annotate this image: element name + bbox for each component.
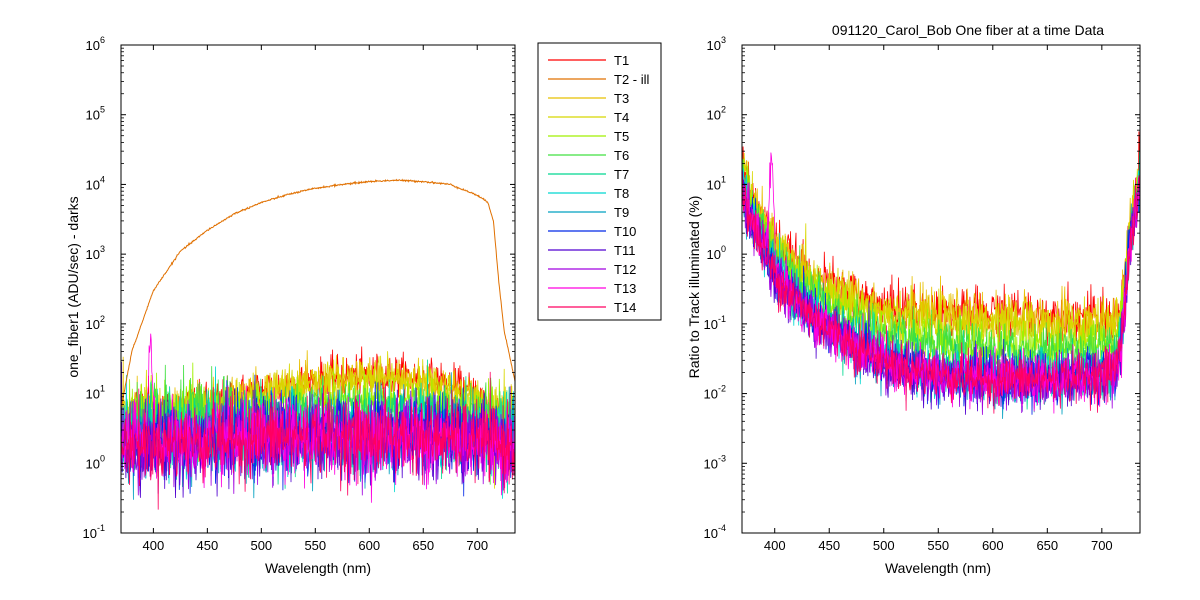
plot-0-axes-box — [120, 44, 516, 534]
left-x-axis-label: Wavelength (nm) — [265, 560, 371, 576]
x-tick-label: 400 — [143, 538, 165, 553]
legend-label: T5 — [614, 129, 629, 144]
x-tick-label: 650 — [1036, 538, 1058, 553]
right-y-axis-label: Ratio to Track illuminated (%) — [686, 196, 702, 379]
legend-label: T12 — [614, 262, 636, 277]
x-tick-label: 600 — [982, 538, 1004, 553]
y-tick-label: 106 — [86, 35, 105, 53]
legend-label: T10 — [614, 224, 636, 239]
y-tick-label: 100 — [86, 453, 105, 471]
legend-label: T7 — [614, 167, 629, 182]
x-tick-label: 550 — [927, 538, 949, 553]
legend-label: T11 — [614, 243, 635, 258]
x-tick-label: 700 — [466, 538, 488, 553]
x-tick-label: 600 — [358, 538, 380, 553]
y-tick-label: 103 — [707, 35, 726, 53]
series-line-t2---ill — [121, 178, 515, 409]
y-tick-label: 10-2 — [704, 384, 726, 402]
y-tick-label: 10-1 — [704, 314, 726, 332]
legend-label: T3 — [614, 91, 629, 106]
x-tick-label: 500 — [873, 538, 895, 553]
legend-label: T9 — [614, 205, 629, 220]
left-plot: Wavelength (nm) one_fiber1 (ADU/sec) - d… — [65, 35, 516, 576]
legend-box — [537, 42, 662, 321]
plot-1-axes-box — [741, 44, 1141, 534]
y-tick-label: 101 — [86, 384, 105, 402]
y-tick-label: 10-4 — [704, 523, 726, 541]
legend-label: T6 — [614, 148, 629, 163]
plot-1-data-area — [742, 131, 1140, 419]
y-tick-label: 100 — [707, 244, 726, 262]
x-tick-label: 400 — [764, 538, 786, 553]
x-tick-label: 700 — [1091, 538, 1113, 553]
y-tick-label: 103 — [86, 244, 105, 262]
legend: T1 T2 - ill T3 T4 T5 T6 T7 T8 T9 T10 T11 T12 T13 T14 — [537, 42, 662, 321]
x-tick-label: 650 — [412, 538, 434, 553]
right-plot-title: 091120_Carol_Bob One fiber at a time Dat… — [832, 22, 1104, 38]
legend-label: T4 — [614, 110, 629, 125]
x-tick-label: 450 — [197, 538, 219, 553]
legend-label: T8 — [614, 186, 629, 201]
right-x-axis-label: Wavelength (nm) — [885, 560, 991, 576]
y-tick-label: 102 — [86, 314, 105, 332]
legend-label: T1 — [614, 53, 629, 68]
y-tick-label: 101 — [707, 174, 726, 192]
series-line-t14 — [742, 175, 1140, 414]
x-tick-label: 550 — [304, 538, 326, 553]
plot-0-data-area — [121, 178, 515, 510]
legend-label: T13 — [614, 281, 636, 296]
legend-label: T2 - ill — [614, 72, 650, 87]
y-tick-label: 102 — [707, 105, 726, 123]
series-line-t14 — [121, 371, 515, 510]
x-tick-label: 500 — [250, 538, 272, 553]
y-tick-label: 105 — [86, 105, 105, 123]
left-y-axis-label: one_fiber1 (ADU/sec) - darks — [65, 196, 81, 377]
y-tick-label: 10-3 — [704, 453, 726, 471]
x-tick-label: 450 — [818, 538, 840, 553]
y-tick-label: 104 — [86, 174, 105, 192]
y-tick-label: 10-1 — [83, 523, 105, 541]
legend-label: T14 — [614, 300, 636, 315]
right-plot: 091120_Carol_Bob One fiber at a time Dat… — [686, 22, 1141, 576]
